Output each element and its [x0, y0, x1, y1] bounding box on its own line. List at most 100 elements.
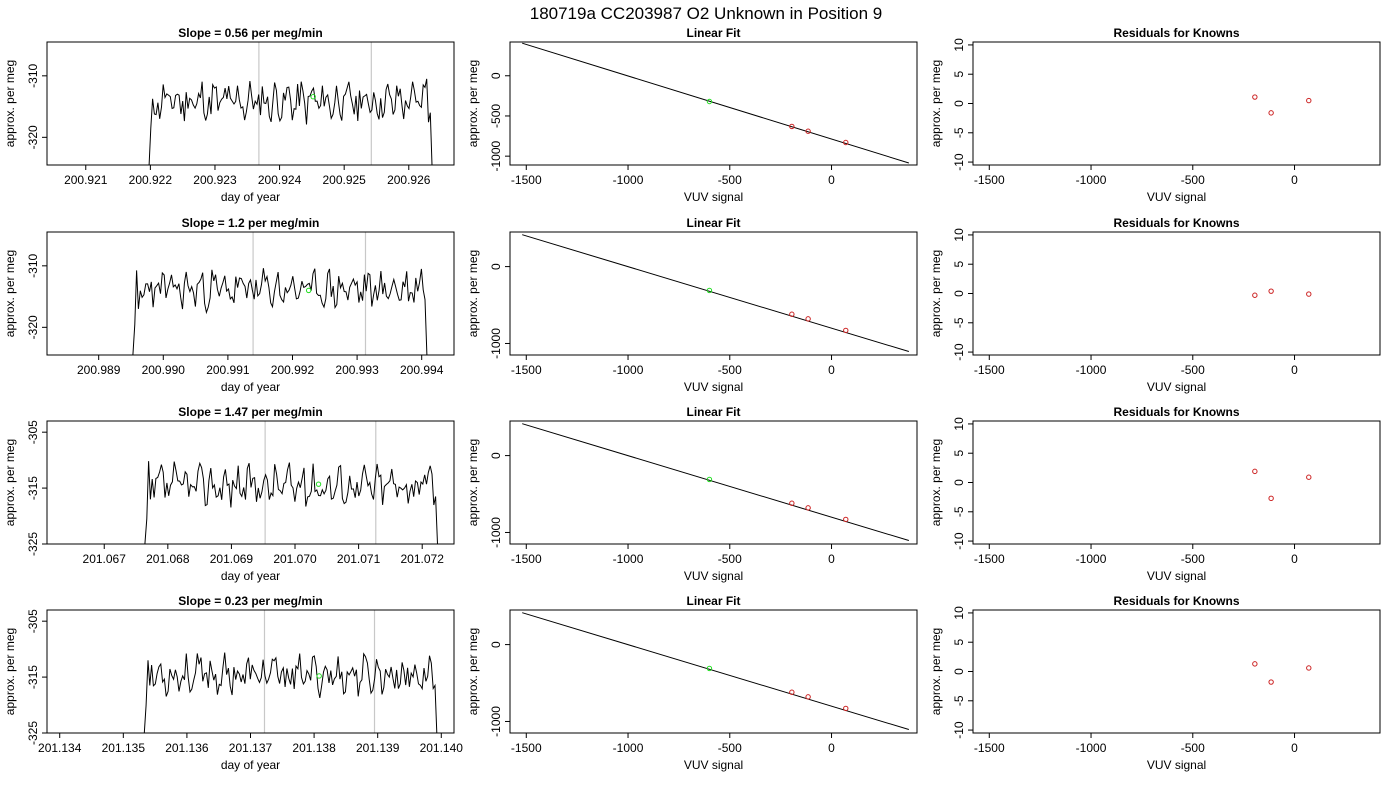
x-tick-label: -1000 — [1076, 552, 1107, 566]
fit-line — [522, 234, 910, 353]
known-standard-point — [805, 505, 811, 511]
residuals-panel-2: Residuals for Knowns VUV signal approx. pe… — [929, 216, 1381, 394]
residual-point — [1306, 97, 1312, 104]
x-axis-label: day of year — [221, 190, 280, 204]
panel-title: Slope = 1.2 per meg/min — [182, 216, 320, 230]
plot-frame — [509, 420, 918, 545]
y-tick-label: -5 — [952, 695, 966, 706]
x-tick-label: -500 — [1181, 552, 1205, 566]
x-tick-label: -1000 — [1076, 363, 1107, 377]
unknown-sample-marker — [310, 94, 316, 100]
plot-frame — [46, 231, 455, 356]
residuals-panel-4: Residuals for Knowns VUV signal approx. pe… — [929, 594, 1381, 772]
x-tick-label: -1000 — [613, 741, 644, 755]
panel-title: Slope = 1.47 per meg/min — [178, 405, 322, 419]
residuals-panel-1: Residuals for Knowns VUV signal approx. pe… — [929, 26, 1381, 204]
plot-area — [148, 42, 433, 165]
time-series-trace — [132, 268, 428, 355]
y-axis-label: approx. per meg — [3, 60, 17, 147]
x-tick-label: 0 — [828, 741, 835, 755]
x-tick-label: -500 — [1181, 741, 1205, 755]
linear-fit-panel-1: Linear Fit VUV signal approx. per meg -1500… — [466, 26, 918, 204]
x-tick-label: 200.989 — [77, 363, 121, 377]
y-tick-label: 0 — [952, 100, 966, 107]
residual-point — [1306, 665, 1312, 671]
plot-frame — [46, 420, 455, 545]
y-tick-label: -320 — [26, 125, 40, 149]
plot-frame — [972, 420, 1381, 545]
fit-line — [522, 42, 910, 164]
plot-frame — [509, 609, 918, 734]
plot-area — [522, 612, 910, 731]
known-standard-point — [805, 128, 811, 134]
y-tick-label: -1000 — [489, 140, 503, 171]
known-standard-point — [843, 327, 849, 334]
x-tick-label: 201.135 — [102, 741, 146, 755]
x-tick-label: 201.139 — [356, 741, 400, 755]
x-tick-label: 200.925 — [322, 173, 366, 187]
plot-frame — [972, 231, 1381, 356]
x-tick-label: 0 — [1291, 173, 1298, 187]
x-tick-label: 201.067 — [83, 552, 127, 566]
x-tick-label: 200.991 — [206, 363, 250, 377]
x-tick-label: -1500 — [511, 741, 542, 755]
x-axis-label: day of year — [221, 380, 280, 394]
linear-fit-panel-2: Linear Fit VUV signal approx. per meg -1500… — [466, 216, 918, 394]
panel-title: Slope = 0.56 per meg/min — [178, 26, 322, 40]
x-tick-label: 0 — [828, 552, 835, 566]
y-tick-label: -10 — [952, 721, 966, 739]
y-tick-label: -10 — [952, 343, 966, 361]
residual-point — [1252, 468, 1258, 475]
x-tick-label: 201.138 — [292, 741, 336, 755]
known-standard-point — [789, 123, 795, 130]
y-tick-label: -5 — [952, 317, 966, 328]
x-tick-label: 201.072 — [401, 552, 445, 566]
y-axis-label: approx. per meg — [3, 628, 17, 715]
residual-point — [1268, 110, 1274, 116]
y-tick-label: 0 — [489, 263, 503, 270]
y-tick-label: 10 — [952, 38, 966, 52]
y-axis-label: approx. per meg — [3, 439, 17, 526]
known-standard-point — [805, 694, 811, 700]
residual-point — [1252, 292, 1258, 298]
y-axis-label: approx. per meg — [466, 250, 480, 337]
y-tick-label: -500 — [489, 104, 503, 128]
y-tick-label: 5 — [952, 261, 966, 268]
panel-title: Slope = 0.23 per meg/min — [178, 594, 322, 608]
x-tick-label: -1500 — [511, 173, 542, 187]
y-axis-label: approx. per meg — [466, 439, 480, 526]
fit-line — [522, 423, 910, 542]
panel-title: Residuals for Knowns — [1113, 594, 1239, 608]
x-tick-label: 0 — [1291, 552, 1298, 566]
panel-title: Linear Fit — [686, 405, 740, 419]
y-tick-label: 0 — [489, 72, 503, 79]
x-tick-label: 201.070 — [273, 552, 317, 566]
x-axis-label: VUV signal — [1147, 569, 1206, 583]
x-axis-label: VUV signal — [1147, 380, 1206, 394]
known-standard-point — [805, 316, 811, 322]
y-tick-label: -325 — [26, 532, 40, 556]
time-series-panel-1: Slope = 0.56 per meg/min day of year appro… — [3, 26, 455, 204]
panel-title: Residuals for Knowns — [1113, 405, 1239, 419]
x-tick-label: 201.136 — [165, 741, 209, 755]
x-tick-label: -500 — [718, 363, 742, 377]
y-axis-label: approx. per meg — [466, 60, 480, 147]
plot-area — [1252, 661, 1312, 685]
y-tick-label: -1000 — [489, 706, 503, 737]
residual-point — [1252, 94, 1258, 100]
x-axis-label: VUV signal — [684, 758, 743, 772]
x-axis-label: VUV signal — [1147, 758, 1206, 772]
x-tick-label: 201.068 — [146, 552, 190, 566]
x-axis-label: VUV signal — [684, 190, 743, 204]
time-series-trace — [148, 78, 433, 165]
residual-point — [1268, 495, 1274, 502]
panel-title: Residuals for Knowns — [1113, 26, 1239, 40]
x-tick-label: 200.921 — [64, 173, 108, 187]
x-tick-label: -1500 — [511, 552, 542, 566]
x-tick-label: -500 — [1181, 173, 1205, 187]
x-tick-label: 201.069 — [210, 552, 254, 566]
y-axis-label: approx. per meg — [929, 250, 943, 337]
known-standard-point — [843, 516, 849, 523]
unknown-sample-marker — [316, 673, 322, 679]
plot-frame — [972, 609, 1381, 734]
